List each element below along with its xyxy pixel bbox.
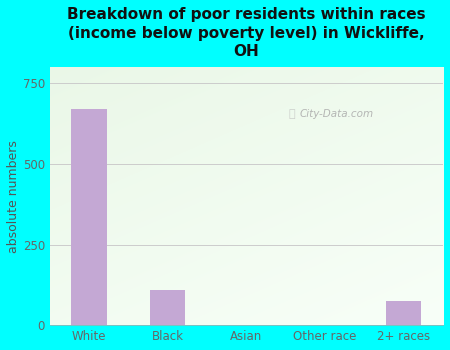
Y-axis label: absolute numbers: absolute numbers <box>7 140 20 253</box>
Bar <box>386 301 422 325</box>
Text: Ⓠ: Ⓠ <box>288 109 295 119</box>
Bar <box>150 290 185 325</box>
Title: Breakdown of poor residents within races
(income below poverty level) in Wicklif: Breakdown of poor residents within races… <box>67 7 426 59</box>
Text: City-Data.com: City-Data.com <box>300 109 374 119</box>
Bar <box>72 109 107 325</box>
